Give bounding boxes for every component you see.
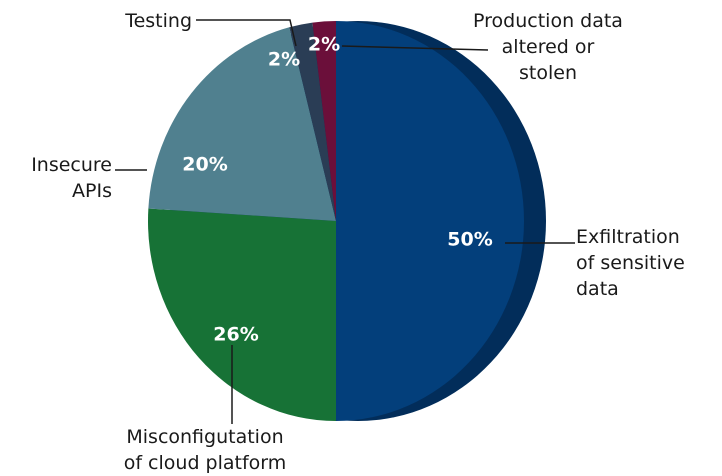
slice — [147, 208, 336, 421]
label: Exfiltration of sensitive data — [576, 226, 685, 300]
leader-lines — [115, 19, 575, 424]
value-label: 20% — [182, 154, 227, 176]
slice — [336, 21, 524, 421]
label: Production data altered or stolen — [473, 10, 623, 84]
value-label: 2% — [308, 34, 340, 56]
slice — [148, 27, 336, 221]
label: Insecure APIs — [31, 154, 112, 202]
value-label: 2% — [268, 49, 300, 71]
value-label: 50% — [447, 229, 492, 251]
slice — [289, 22, 336, 222]
leader — [196, 19, 297, 47]
label: Testing — [125, 10, 192, 32]
leader — [341, 45, 489, 51]
slices — [147, 21, 546, 421]
value-label: 26% — [213, 324, 258, 346]
slice — [312, 21, 336, 221]
label: Misconfigutation of cloud platform — [123, 426, 287, 474]
